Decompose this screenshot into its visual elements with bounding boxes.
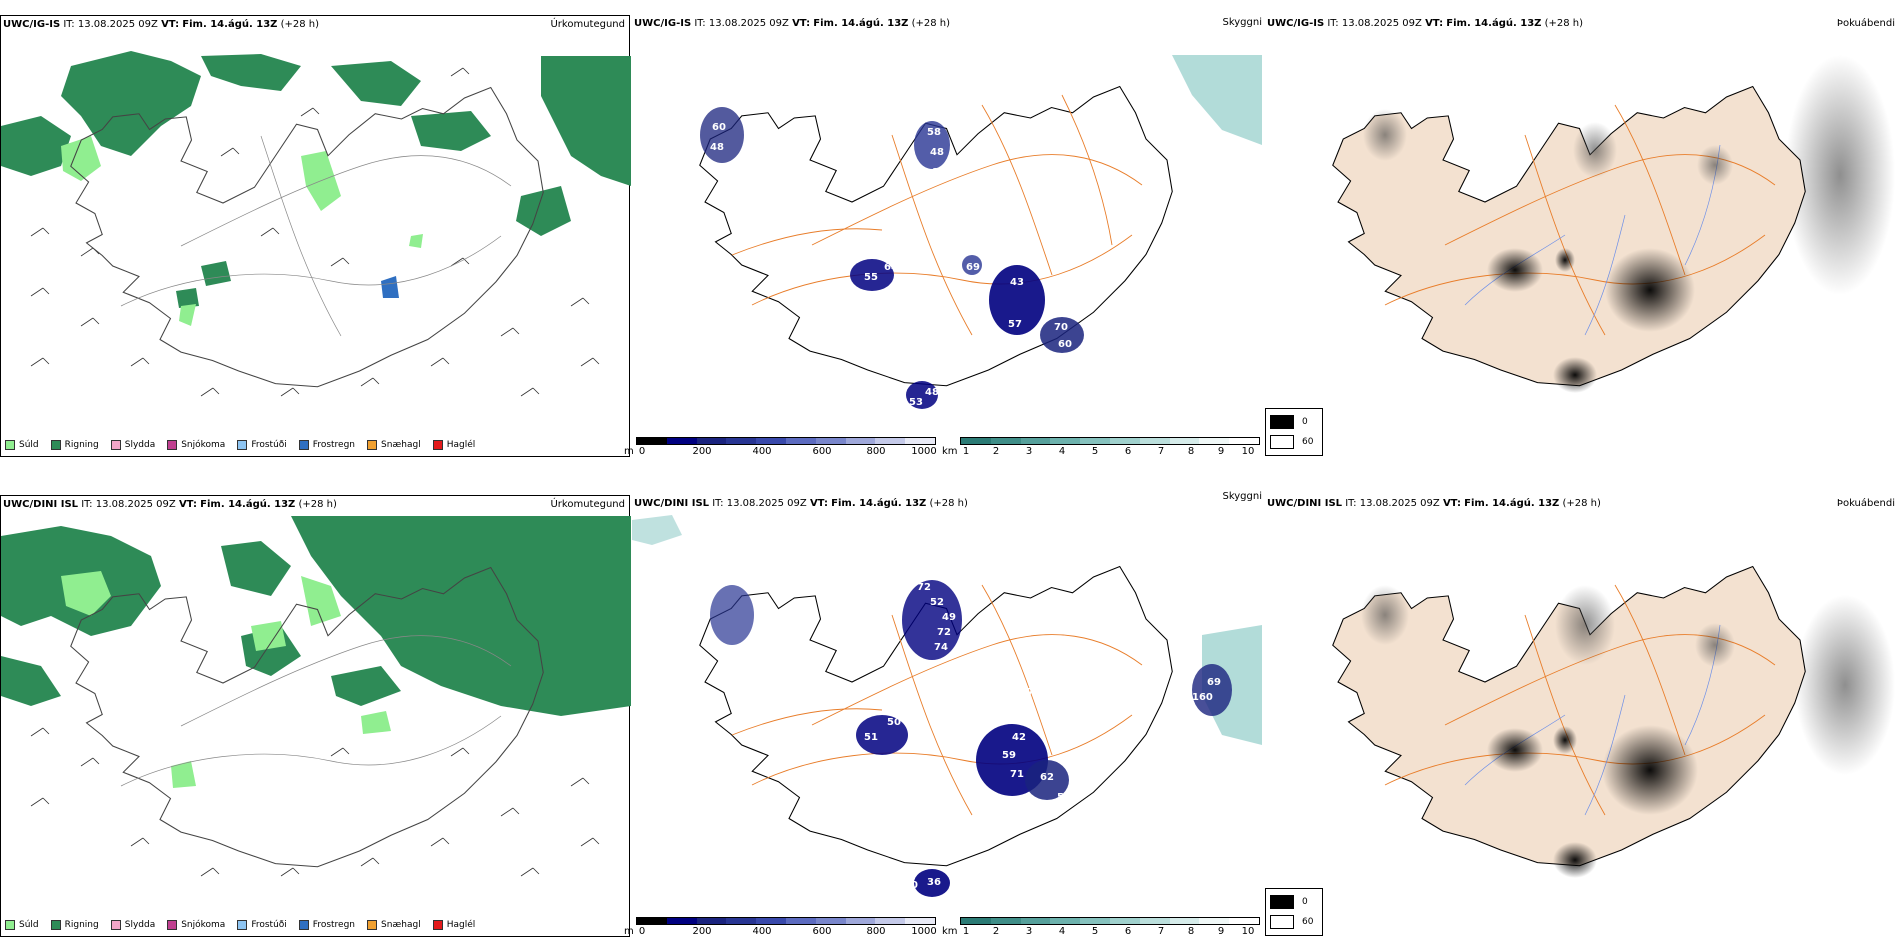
precip-map: [1, 516, 631, 877]
panel-title: Úrkomutegund: [550, 19, 625, 30]
ceiling-labels: 72 52 49 72 74 43 51 50 42 59 71 62 54 7…: [864, 582, 1221, 891]
svg-text:160: 160: [1192, 692, 1213, 703]
svg-text:50: 50: [887, 717, 901, 728]
panel-title: Þokuábendi: [1836, 18, 1895, 29]
svg-text:62: 62: [1040, 772, 1054, 783]
panel-header: UWC/DINI ISL IT: 13.08.2025 09Z VT: Fim.…: [3, 499, 337, 510]
fog-map: [1332, 565, 1895, 878]
valid-time: Fim. 14.ágú. 13Z: [182, 19, 278, 30]
svg-text:74: 74: [934, 642, 948, 653]
wind-barbs: [30, 67, 600, 397]
panel-header: UWC/IG-IS IT: 13.08.2025 09Z VT: Fim. 14…: [634, 18, 951, 29]
svg-text:72: 72: [917, 582, 931, 593]
fog-areas: [1363, 109, 1733, 393]
visibility-map: 72 52 49 72 74 43 51 50 42 59 71 62 54 7…: [632, 515, 1262, 897]
fog-map: [1332, 55, 1895, 393]
svg-text:69: 69: [966, 262, 980, 273]
svg-text:13: 13: [662, 42, 676, 53]
panel-header: UWC/DINI ISL IT: 13.08.2025 09Z VT: Fim.…: [1267, 498, 1601, 509]
precip-legend: Súld Rigning Slydda Snjókoma Frostúði Fr…: [5, 440, 475, 450]
svg-text:43: 43: [1010, 277, 1024, 288]
svg-text:58: 58: [927, 127, 941, 138]
fog-panel-1: UWC/IG-IS IT: 13.08.2025 09Z VT: Fim. 14…: [1265, 15, 1895, 457]
rain-areas: [1, 51, 631, 308]
svg-text:49: 49: [942, 612, 956, 623]
low-ceiling-areas: [710, 580, 1232, 897]
panel-header: UWC/IG-IS IT: 13.08.2025 09Z VT: Fim. 14…: [3, 19, 319, 30]
model-name: UWC/IG-IS: [3, 19, 61, 30]
visibility-map: 13 60 48 58 48 16 55 64 69 43 57 70 60 5…: [662, 42, 1262, 409]
panel-title: Skyggni: [1222, 491, 1262, 502]
roads: [120, 135, 512, 337]
init-time: 13.08.2025 09Z: [77, 19, 158, 30]
fog-panel-2: UWC/DINI ISL IT: 13.08.2025 09Z VT: Fim.…: [1265, 495, 1895, 937]
svg-text:59: 59: [1002, 750, 1016, 761]
svg-text:72: 72: [937, 627, 951, 638]
svg-text:51: 51: [864, 732, 878, 743]
lead-time: (+28 h): [280, 19, 320, 30]
height-colorbar-2: m 0 200 400 600 800 1000: [624, 917, 937, 938]
svg-text:43: 43: [936, 712, 950, 723]
low-ceiling-areas: [700, 107, 1084, 409]
drizzle-areas: [61, 136, 423, 326]
svg-text:57: 57: [1008, 319, 1022, 330]
svg-text:52: 52: [930, 597, 944, 608]
fog-areas: [1361, 585, 1735, 878]
legend-rain: Rigning: [50, 440, 99, 450]
panel-header: UWC/DINI ISL IT: 13.08.2025 09Z VT: Fim.…: [634, 498, 968, 509]
legend-snow: Snjókoma: [167, 440, 225, 450]
svg-text:48: 48: [710, 142, 724, 153]
it-label: IT:: [63, 19, 75, 30]
svg-text:48: 48: [925, 387, 939, 398]
svg-text:70: 70: [1054, 322, 1068, 333]
precip-type-panel-1: UWC/IG-IS IT: 13.08.2025 09Z VT: Fim. 14…: [0, 15, 631, 457]
visibility-panel-1: UWC/IG-IS IT: 13.08.2025 09Z VT: Fim. 14…: [632, 15, 1262, 457]
svg-text:60: 60: [1058, 339, 1072, 350]
legend-hail: Haglél: [432, 440, 475, 450]
vt-label: VT:: [161, 19, 180, 30]
precip-map: [1, 51, 631, 397]
svg-text:55: 55: [864, 272, 878, 283]
svg-text:69: 69: [1207, 677, 1221, 688]
panel-title: Þokuábendi: [1836, 498, 1895, 509]
legend-drizzle: Súld: [5, 440, 39, 450]
svg-text:16: 16: [932, 167, 946, 178]
panel-title: Úrkomutegund: [550, 499, 625, 510]
ceiling-labels: 13 60 48 58 48 16 55 64 69 43 57 70 60 5…: [662, 42, 1072, 408]
svg-text:53: 53: [909, 397, 923, 408]
freezing-rain-area: [381, 276, 399, 298]
svg-text:48: 48: [930, 147, 944, 158]
precip-legend: Súld Rigning Slydda Snjókoma Frostúði Fr…: [5, 920, 475, 930]
height-colorbar-1: m 0 200 400 600 800 1000: [624, 437, 937, 458]
legend-sleet: Slydda: [110, 440, 155, 450]
svg-text:64: 64: [884, 262, 898, 273]
panel-header: UWC/IG-IS IT: 13.08.2025 09Z VT: Fim. 14…: [1267, 18, 1584, 29]
svg-text:93: 93: [1112, 732, 1126, 743]
svg-text:36: 36: [927, 877, 941, 888]
drizzle-areas: [61, 571, 391, 788]
fog-legend-2: 0 60: [1265, 888, 1323, 936]
visibility-panel-2: UWC/DINI ISL IT: 13.08.2025 09Z VT: Fim.…: [632, 491, 1262, 937]
svg-text:54: 54: [1057, 792, 1071, 803]
svg-text:76: 76: [1027, 687, 1041, 698]
svg-text:60: 60: [712, 122, 726, 133]
precip-type-panel-2: UWC/DINI ISL IT: 13.08.2025 09Z VT: Fim.…: [0, 495, 631, 937]
fog-legend-1: 0 60: [1265, 408, 1323, 456]
road-network: [731, 94, 1143, 336]
legend-freezing-rain: Frostregn: [298, 440, 355, 450]
svg-text:50: 50: [904, 880, 918, 891]
legend-freezing-drizzle: Frostúði: [237, 440, 287, 450]
panel-title: Skyggni: [1222, 17, 1262, 28]
legend-snow-grains: Snæhagl: [367, 440, 421, 450]
svg-text:42: 42: [1012, 732, 1026, 743]
svg-text:85: 85: [1050, 232, 1064, 243]
svg-text:71: 71: [1010, 769, 1024, 780]
